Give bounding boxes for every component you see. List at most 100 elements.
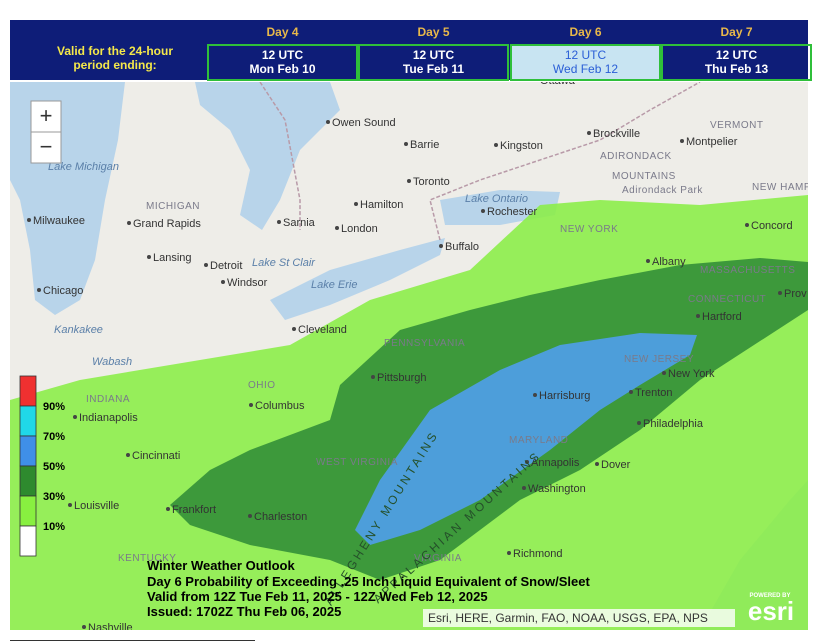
city-label: Cincinnati <box>132 450 180 462</box>
city-dot <box>126 453 130 457</box>
day-label: Day 4 <box>266 25 299 39</box>
day-column[interactable]: Day 5 12 UTC Tue Feb 11 <box>358 20 509 81</box>
day-button[interactable]: 12 UTC Mon Feb 10 <box>207 44 358 81</box>
city-dot <box>204 263 208 267</box>
state-label: MOUNTAINS <box>612 171 676 182</box>
state-label: NEW HAMPSHIRE <box>752 182 808 193</box>
state-label: MASSACHUSETTS <box>700 265 795 276</box>
city-label: Washington <box>528 483 586 495</box>
day-button[interactable]: 12 UTC Tue Feb 11 <box>358 44 509 81</box>
zoom-in[interactable]: + <box>40 103 53 128</box>
city-dot <box>680 139 684 143</box>
legend-swatch <box>19 465 37 497</box>
city-label: Lansing <box>153 252 192 264</box>
state-label: PENNSYLVANIA <box>384 338 465 349</box>
city-label: Louisville <box>74 500 119 512</box>
zoom-out[interactable]: − <box>40 134 53 159</box>
city-label: Owen Sound <box>332 117 396 129</box>
state-label: INDIANA <box>86 394 130 405</box>
city-label: Toronto <box>413 176 450 188</box>
city-label: Kingston <box>500 140 543 152</box>
day-column[interactable]: Day 4 12 UTC Mon Feb 10 <box>207 20 358 81</box>
legend-swatch <box>19 525 37 557</box>
water-label: Kankakee <box>54 324 103 336</box>
city-label: Ottawa <box>540 82 576 87</box>
state-label: ADIRONDACK <box>600 151 672 162</box>
city-dot <box>494 143 498 147</box>
city-label: Prov <box>784 288 807 300</box>
city-dot <box>221 280 225 284</box>
legend-label: 90% <box>43 401 65 413</box>
city-label: Cleveland <box>298 324 347 336</box>
day-button[interactable]: 12 UTC Wed Feb 12 <box>510 44 661 81</box>
water-label: Wabash <box>92 356 132 368</box>
legend-label: 30% <box>43 491 65 503</box>
attribution-bg <box>423 609 735 627</box>
legend-swatch <box>19 405 37 437</box>
legend-swatch <box>19 435 37 467</box>
city-label: Columbus <box>255 400 305 412</box>
city-label: Harrisburg <box>539 390 590 402</box>
city-label: London <box>341 223 378 235</box>
day-button[interactable]: 12 UTC Thu Feb 13 <box>661 44 812 81</box>
water-label: Lake Erie <box>311 279 357 291</box>
city-dot <box>404 142 408 146</box>
city-label: Chicago <box>43 285 83 297</box>
legend: 90% 70% 50% 30% 10% <box>19 375 65 557</box>
city-dot <box>533 393 537 397</box>
time-label: 12 UTC <box>564 48 607 62</box>
city-dot <box>525 460 529 464</box>
state-label: WEST VIRGINIA <box>316 457 398 468</box>
city-label: Detroit <box>210 260 242 272</box>
city-label: Charleston <box>254 511 307 523</box>
city-dot <box>82 625 86 629</box>
city-dot <box>662 371 666 375</box>
city-dot <box>778 291 782 295</box>
day-column[interactable]: Day 7 12 UTC Thu Feb 13 <box>661 20 812 81</box>
legend-swatch <box>19 375 37 407</box>
water-label: Lake St Clair <box>252 257 316 269</box>
city-dot <box>147 255 151 259</box>
city-label: Concord <box>751 220 793 232</box>
state-label: VIRGINIA <box>414 553 462 564</box>
city-label: Windsor <box>227 277 268 289</box>
logo: esri <box>748 596 794 626</box>
city-dot <box>745 223 749 227</box>
state-label: VERMONT <box>710 120 764 131</box>
city-label: Montpelier <box>686 136 738 148</box>
lake-huron <box>195 82 340 230</box>
city-dot <box>249 403 253 407</box>
city-label: Barrie <box>410 139 439 151</box>
state-label: NEW JERSEY <box>624 354 694 365</box>
caption-line: Winter Weather Outlook <box>147 558 295 573</box>
legend-label: 70% <box>43 431 65 443</box>
day-label: Day 5 <box>417 25 450 39</box>
city-dot <box>439 244 443 248</box>
city-dot <box>248 514 252 518</box>
water-label: Lake Ontario <box>465 193 528 205</box>
city-dot <box>166 507 170 511</box>
day-label: Day 7 <box>720 25 753 39</box>
city-dot <box>326 120 330 124</box>
day-column[interactable]: Day 6 12 UTC Wed Feb 12 <box>510 20 661 81</box>
city-label: New York <box>668 368 715 380</box>
water-label: Lake Michigan <box>48 161 119 173</box>
city-label: Nashville <box>88 622 133 630</box>
city-label: Philadelphia <box>643 418 704 430</box>
city-dot <box>27 218 31 222</box>
city-dot <box>371 375 375 379</box>
area-50 <box>355 333 697 545</box>
legend-swatch <box>19 495 37 527</box>
city-dot <box>37 288 41 292</box>
city-label: Annapolis <box>531 457 580 469</box>
city-label: Hartford <box>702 311 742 323</box>
city-dot <box>292 327 296 331</box>
state-label: MICHIGAN <box>146 201 200 212</box>
city-label: Rochester <box>487 206 537 218</box>
city-label: Milwaukee <box>33 215 85 227</box>
city-label: Richmond <box>513 548 563 560</box>
city-dot <box>407 179 411 183</box>
lake-erie <box>270 238 445 320</box>
attribution: Esri, HERE, Garmin, FAO, NOAA, USGS, EPA… <box>428 611 708 625</box>
state-label: NEW YORK <box>560 224 618 235</box>
